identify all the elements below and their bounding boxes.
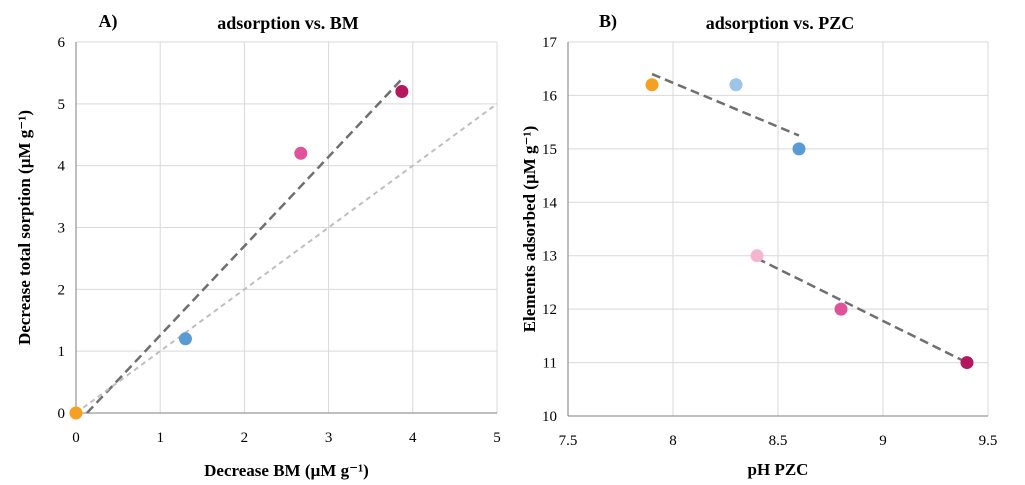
data-point (294, 146, 308, 160)
dashed-trendline (75, 103, 498, 414)
y-tick-label: 0 (58, 406, 66, 422)
x-tick-label: 1 (156, 430, 164, 446)
y-tick-label: 14 (542, 195, 558, 211)
dashed-trendline (756, 257, 968, 364)
x-tick-label: 4 (409, 430, 417, 446)
chart-panel-b: 7.5 8 8.5 9 9.5 10 11 12 13 14 15 16 17 B) adsorption … (520, 11, 997, 479)
y-tick-label: 13 (542, 249, 557, 265)
x-tick-label: 2 (241, 430, 249, 446)
y-tick-label: 6 (58, 35, 66, 51)
y-tick-label: 5 (58, 97, 66, 113)
x-tick-label: 5 (493, 430, 501, 446)
data-point (178, 332, 192, 346)
x-axis-title: Decrease BM (µM g⁻¹) (204, 461, 369, 480)
y-tick-label: 4 (58, 159, 66, 175)
y-axis-title: Decrease total sorption (µM g⁻¹) (15, 110, 34, 345)
y-axis-title: Elements adsorbed (µM g⁻¹) (520, 126, 539, 333)
data-point (750, 249, 764, 263)
dashed-trendline (651, 72, 800, 137)
x-tick-label: 9.5 (979, 433, 998, 449)
x-tick-label: 3 (325, 430, 333, 446)
panel-label: A) (99, 11, 118, 32)
data-point (395, 84, 409, 98)
data-point (69, 406, 83, 420)
y-tick-label: 15 (542, 142, 557, 158)
data-point (960, 356, 974, 370)
y-tick-label: 17 (542, 35, 558, 51)
y-tick-label: 2 (58, 282, 66, 298)
x-tick-label: 0 (72, 430, 80, 446)
x-axis-title: pH PZC (748, 460, 809, 479)
x-tick-label: 8 (669, 433, 677, 449)
y-tick-label: 16 (542, 88, 558, 104)
y-tick-label: 11 (543, 356, 557, 372)
x-tick-label: 8.5 (769, 433, 788, 449)
chart-panel-a: 0 1 2 3 4 5 0 1 2 3 4 5 6 A) adsorption vs. BM Decrease… (15, 11, 501, 480)
data-point (645, 78, 659, 92)
y-tick-label: 12 (542, 302, 557, 318)
panel-label: B) (599, 11, 617, 32)
chart-title: adsorption vs. BM (217, 13, 359, 33)
x-tick-label: 7.5 (559, 433, 578, 449)
x-tick-label: 9 (879, 433, 887, 449)
y-tick-label: 3 (58, 221, 66, 237)
chart-title: adsorption vs. PZC (706, 13, 855, 33)
y-tick-label: 10 (542, 409, 557, 425)
data-point (834, 302, 848, 316)
y-tick-label: 1 (58, 344, 66, 360)
dashed-trendline (86, 78, 403, 414)
data-point (792, 142, 806, 156)
data-point (729, 78, 743, 92)
